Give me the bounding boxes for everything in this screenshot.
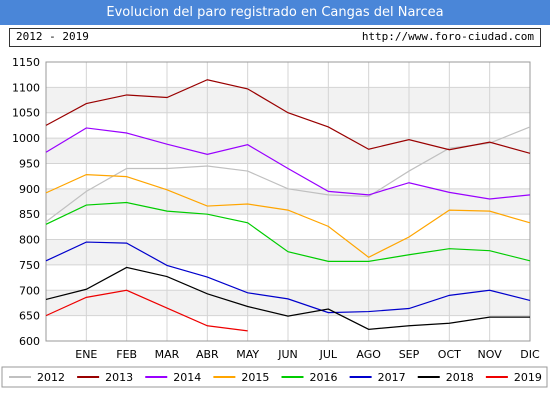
- series-line-2015: [45, 174, 531, 259]
- chart-title: Evolucion del paro registrado en Cangas …: [0, 0, 550, 25]
- legend-label-2012: 2012: [37, 371, 65, 384]
- x-tick-label: MAY: [236, 348, 259, 361]
- y-tick-label: 850: [19, 208, 40, 221]
- x-tick-label: MAR: [155, 348, 180, 361]
- x-tick-label: FEB: [116, 348, 137, 361]
- y-tick-label: 1000: [12, 132, 40, 145]
- x-tick-label: NOV: [478, 348, 503, 361]
- x-tick-label: AGO: [356, 348, 381, 361]
- legend-label-2013: 2013: [105, 371, 133, 384]
- source-url: http://www.foro-ciudad.com: [361, 30, 534, 43]
- plot-frame: [45, 61, 531, 342]
- y-tick-label: 800: [19, 234, 40, 247]
- legend-label-2017: 2017: [378, 371, 406, 384]
- x-tick-label: ABR: [196, 348, 219, 361]
- y-tick-label: 950: [19, 157, 40, 170]
- period-label: 2012 - 2019: [16, 30, 89, 43]
- series-line-2017: [45, 241, 531, 314]
- series-line-2018: [45, 266, 530, 330]
- series-line-2012: [45, 126, 531, 223]
- x-tick-label: JUL: [319, 348, 338, 361]
- legend-label-2014: 2014: [173, 371, 201, 384]
- x-tick-label: JUN: [277, 348, 298, 361]
- series-line-2016: [45, 201, 531, 262]
- legend-label-2018: 2018: [446, 371, 474, 384]
- y-tick-label: 650: [19, 310, 40, 323]
- y-tick-label: 1150: [12, 56, 40, 69]
- x-tick-label: SEP: [399, 348, 420, 361]
- y-tick-label: 600: [19, 335, 40, 348]
- legend-label-2016: 2016: [310, 371, 338, 384]
- subtitle-bar: 2012 - 2019 http://www.foro-ciudad.com: [9, 28, 541, 47]
- y-tick-label: 900: [19, 183, 40, 196]
- x-tick-label: ENE: [75, 348, 97, 361]
- x-tick-label: OCT: [438, 348, 461, 361]
- y-tick-label: 700: [19, 284, 40, 297]
- series-line-2013: [45, 79, 531, 154]
- y-tick-label: 1100: [12, 81, 40, 94]
- series-line-2019: [45, 289, 248, 332]
- series-line-2014: [45, 127, 531, 200]
- x-tick-label: DIC: [520, 348, 540, 361]
- y-tick-label: 750: [19, 259, 40, 272]
- legend-box: [1, 366, 548, 388]
- y-tick-label: 1050: [12, 107, 40, 120]
- legend-label-2019: 2019: [514, 371, 542, 384]
- legend-label-2015: 2015: [241, 371, 269, 384]
